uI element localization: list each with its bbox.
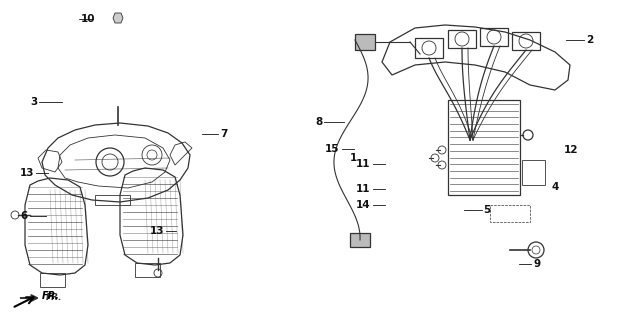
Text: 13: 13: [20, 168, 34, 178]
Text: 12: 12: [564, 145, 578, 156]
Text: 3: 3: [30, 97, 37, 108]
Text: 11: 11: [356, 184, 371, 195]
Text: 9: 9: [533, 259, 540, 269]
Text: FR.: FR.: [46, 293, 63, 302]
Text: 13: 13: [150, 226, 164, 236]
Text: FR.: FR.: [42, 291, 60, 301]
Text: 11: 11: [356, 159, 371, 169]
Text: 14: 14: [356, 200, 371, 210]
Text: 8: 8: [315, 116, 322, 127]
Text: 10: 10: [81, 14, 95, 24]
Text: 15: 15: [326, 144, 340, 154]
Polygon shape: [113, 13, 123, 23]
Polygon shape: [355, 34, 375, 50]
Text: 1: 1: [350, 153, 357, 164]
Text: 6: 6: [20, 211, 28, 221]
Text: 2: 2: [586, 35, 593, 45]
Text: 5: 5: [484, 204, 491, 215]
Text: 4: 4: [552, 182, 559, 192]
Polygon shape: [350, 233, 370, 247]
Text: 7: 7: [220, 129, 228, 140]
